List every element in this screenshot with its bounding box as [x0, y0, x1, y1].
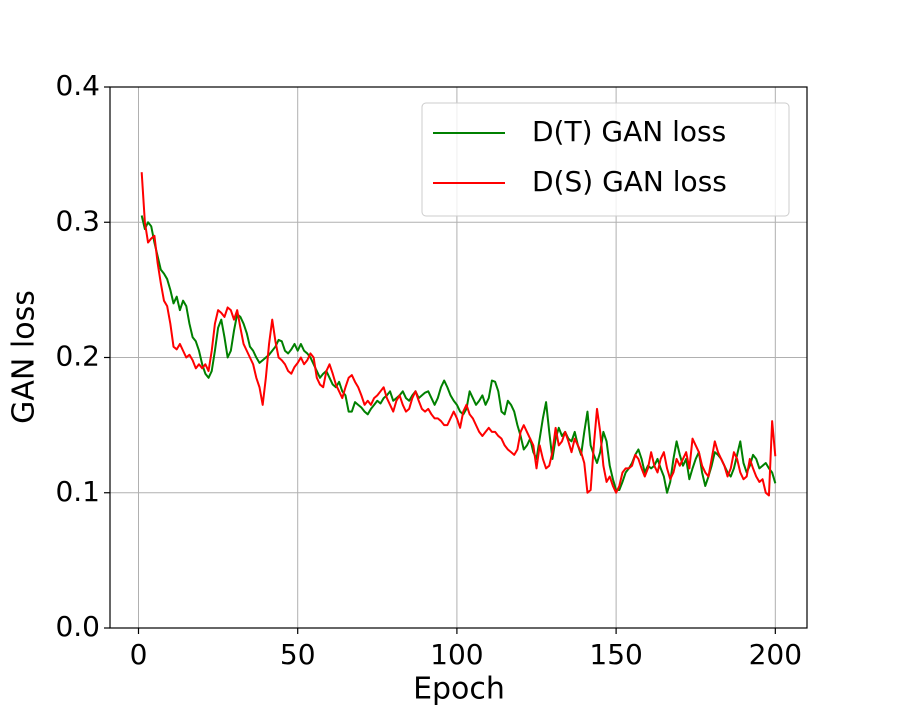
y-axis-label: GAN loss: [7, 290, 42, 424]
legend-label: D(S) GAN loss: [532, 165, 727, 198]
y-tick-label: 0.3: [55, 204, 100, 237]
x-tick-label: 150: [589, 638, 642, 671]
y-tick-label: 0.1: [55, 475, 100, 508]
series-line: [140, 172, 777, 497]
x-tick-label: 100: [430, 638, 483, 671]
y-tick-label: 0.2: [55, 340, 100, 373]
legend-label: D(T) GAN loss: [532, 115, 726, 148]
x-axis-label: Epoch: [413, 672, 505, 707]
x-tick-label: 50: [280, 638, 316, 671]
x-tick-label: 200: [749, 638, 802, 671]
x-tick-label: 0: [130, 638, 148, 671]
y-tick-label: 0.4: [55, 69, 100, 102]
plot-frame: [109, 86, 808, 629]
legend-box: [421, 102, 790, 217]
series-line: [140, 215, 777, 494]
y-tick-label: 0.0: [55, 610, 100, 643]
